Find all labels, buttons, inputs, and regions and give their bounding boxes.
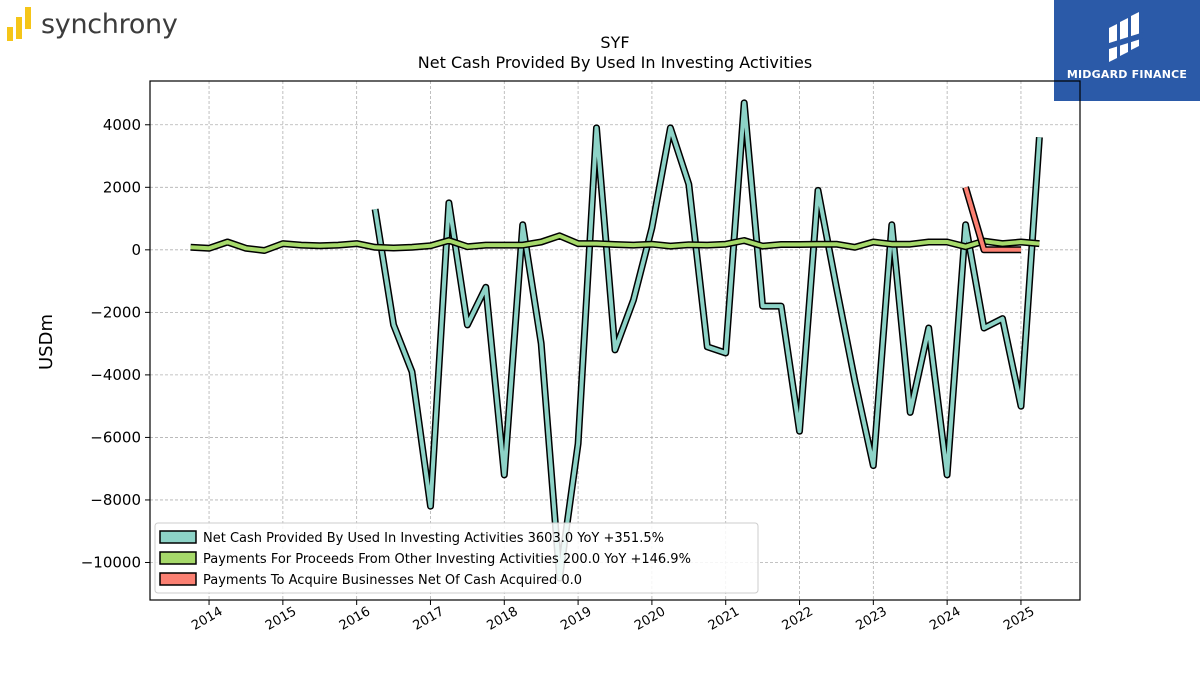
x-tick-label: 2016 [337, 604, 373, 634]
midgard-finance-brand: MIDGARD FINANCE [1066, 68, 1188, 81]
y-tick-label: −4000 [90, 366, 141, 384]
x-tick-label: 2017 [411, 604, 447, 634]
y-axis: 4000 2000 0 −2000 −4000 −6000 −8000 −10000 [81, 116, 150, 571]
legend-swatch [159, 572, 197, 586]
y-tick-label: −8000 [90, 491, 141, 509]
synchrony-bars-icon [7, 7, 31, 41]
x-tick-label: 2020 [632, 604, 668, 634]
series-group [190, 99, 1043, 582]
x-tick-label: 2022 [780, 604, 816, 634]
y-tick-label: −6000 [90, 428, 141, 446]
y-tick-label: −10000 [81, 553, 141, 571]
x-tick-label: 2018 [484, 604, 520, 634]
series-line [190, 233, 1040, 253]
legend-label: Net Cash Provided By Used In Investing A… [203, 531, 664, 546]
legend-box [154, 522, 759, 594]
x-axis: 2014 2015 2016 2017 2018 2019 2020 2021 2022 2023… [189, 600, 1037, 634]
plot-frame [149, 80, 1081, 601]
series-line [373, 100, 1042, 581]
legend-swatch [159, 530, 197, 544]
series-line [963, 186, 1021, 252]
y-axis-label: USDm [36, 314, 57, 370]
y-tick-label: 2000 [103, 178, 141, 196]
series-2 [190, 232, 1040, 254]
series-1 [371, 99, 1043, 582]
midgard-monogram-icon [1106, 12, 1144, 62]
x-tick-label: 2024 [927, 604, 963, 634]
x-tick-label: 2023 [854, 604, 890, 634]
y-tick-label: −2000 [90, 303, 141, 321]
series-3 [962, 186, 1021, 254]
midgard-finance-logo: MIDGARD FINANCE [1054, 0, 1200, 101]
x-tick-label: 2019 [558, 604, 594, 634]
chart-subtitle: Net Cash Provided By Used In Investing A… [418, 53, 812, 72]
x-tick-label: 2015 [263, 604, 299, 634]
y-tick-label: 0 [131, 241, 141, 259]
synchrony-logo: synchrony [5, 4, 178, 44]
legend-swatch [159, 551, 197, 565]
x-tick-label: 2025 [1001, 604, 1037, 634]
y-tick-label: 4000 [103, 116, 141, 134]
legend-label: Payments For Proceeds From Other Investi… [203, 552, 691, 567]
legend-label: Payments To Acquire Businesses Net Of Ca… [203, 573, 582, 588]
synchrony-wordmark: synchrony [41, 8, 178, 40]
x-tick-label: 2014 [189, 604, 225, 634]
chart-title: SYF [600, 33, 629, 52]
legend: Net Cash Provided By Used In Investing A… [154, 522, 759, 594]
x-tick-label: 2021 [706, 604, 742, 634]
